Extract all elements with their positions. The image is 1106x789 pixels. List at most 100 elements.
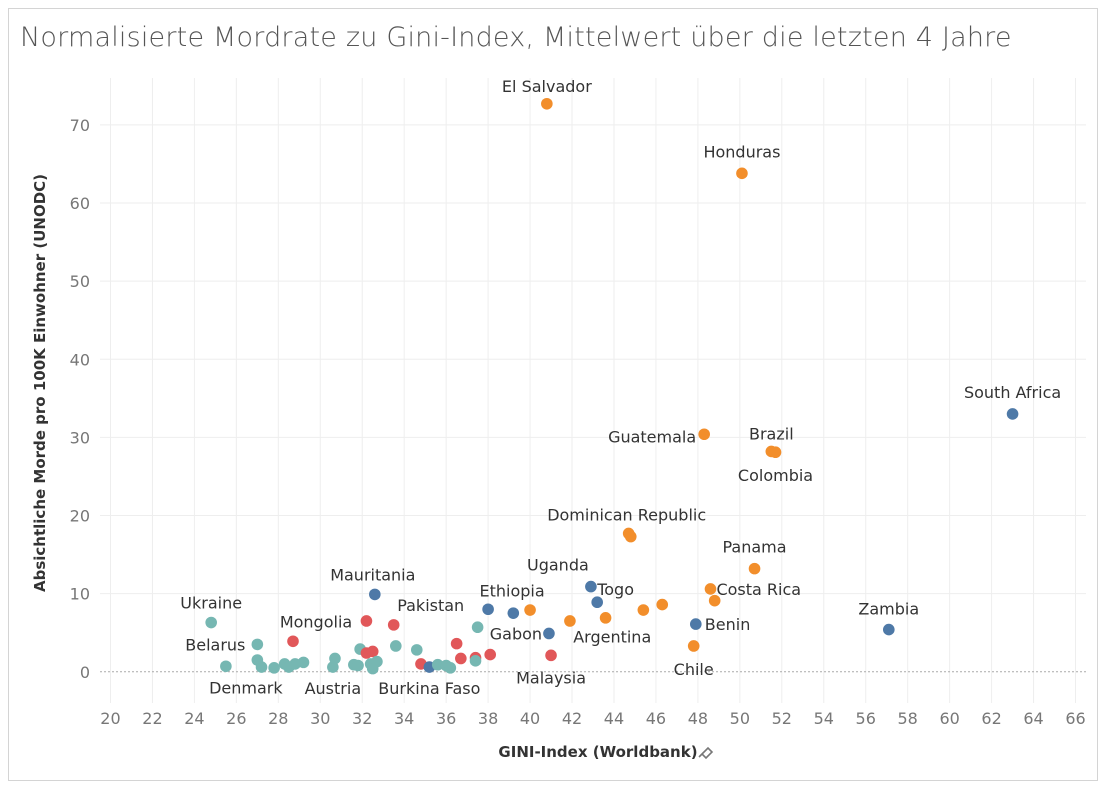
data-point[interactable] [883, 623, 895, 636]
data-point[interactable] [366, 645, 379, 658]
point-label: Chile [674, 660, 714, 679]
data-point[interactable] [541, 97, 553, 110]
data-point[interactable] [698, 428, 710, 441]
point-label: Mauritania [330, 565, 415, 584]
point-label: Burkina Faso [378, 679, 480, 698]
point-label: Zambia [858, 600, 919, 619]
data-point[interactable] [360, 615, 373, 627]
data-point[interactable] [736, 167, 748, 180]
point-label: Dominican Republic [547, 505, 706, 524]
data-point[interactable] [545, 649, 557, 662]
data-point[interactable] [352, 659, 364, 672]
data-point[interactable] [591, 596, 603, 609]
y-tick-label: 0 [80, 663, 90, 682]
x-tick-label: 52 [772, 709, 792, 728]
x-tick-label: 20 [100, 709, 120, 728]
y-tick-label: 60 [70, 194, 90, 213]
pin-icon[interactable] [698, 746, 714, 760]
y-tick-label: 40 [70, 350, 90, 369]
x-tick-label: 50 [730, 709, 750, 728]
data-point[interactable] [255, 661, 268, 673]
x-tick-label: 48 [688, 709, 708, 728]
x-tick-label: 30 [310, 709, 330, 728]
data-point[interactable] [369, 588, 381, 601]
data-point[interactable] [656, 598, 669, 611]
data-point[interactable] [444, 662, 457, 674]
data-point[interactable] [251, 638, 264, 651]
data-point[interactable] [543, 627, 555, 640]
data-point[interactable] [205, 616, 217, 629]
point-label: Uganda [527, 556, 589, 575]
point-label: Ukraine [180, 594, 242, 613]
data-point[interactable] [482, 603, 494, 616]
point-label: Mongolia [280, 612, 352, 631]
data-point[interactable] [297, 656, 310, 669]
data-point[interactable] [564, 615, 576, 627]
y-tick-label: 10 [70, 585, 90, 604]
point-label: Denmark [209, 678, 283, 697]
point-label: Honduras [703, 142, 780, 161]
data-point[interactable] [748, 562, 761, 575]
data-point[interactable] [268, 662, 280, 674]
data-point[interactable] [708, 594, 721, 607]
y-axis-title: Absichtliche Morde pro 100K Einwohner (U… [31, 174, 49, 592]
point-label: El Salvador [502, 77, 592, 96]
data-point[interactable] [689, 618, 702, 630]
data-point[interactable] [455, 652, 467, 665]
x-axis-ticks: 20 22 24 26 28 30 32 34 36 38 40 42 44 46 48 50 52 54 56 58… [100, 709, 1085, 728]
data-point[interactable] [471, 621, 484, 634]
data-point[interactable] [410, 644, 423, 656]
y-axis-ticks: 0 10 20 30 40 50 60 70 [70, 116, 90, 682]
x-tick-label: 66 [1065, 709, 1085, 728]
point-label: Panama [722, 538, 786, 557]
data-point[interactable] [1006, 408, 1019, 420]
data-points[interactable] [205, 97, 1019, 675]
point-label: Ethiopia [480, 581, 545, 600]
data-point[interactable] [769, 446, 782, 459]
point-label: Costa Rica [716, 580, 801, 599]
point-labels: El Salvador Honduras South Africa Guatemala… [180, 77, 1061, 698]
data-point[interactable] [387, 619, 400, 631]
data-point[interactable] [585, 580, 597, 593]
data-point[interactable] [524, 604, 536, 616]
point-label: Malaysia [516, 668, 586, 687]
point-label: Brazil [749, 424, 794, 443]
grid-lines [100, 78, 1086, 703]
data-point[interactable] [450, 637, 463, 650]
data-point[interactable] [484, 648, 497, 661]
data-point[interactable] [329, 652, 341, 665]
point-label: Belarus [185, 635, 245, 654]
data-point[interactable] [469, 655, 482, 667]
x-tick-label: 42 [562, 709, 582, 728]
pin-icon-shape [698, 746, 714, 760]
data-point[interactable] [507, 607, 520, 619]
point-label: South Africa [964, 383, 1061, 402]
data-point[interactable] [624, 530, 637, 543]
data-point[interactable] [431, 658, 444, 671]
x-tick-label: 28 [268, 709, 288, 728]
y-tick-label: 50 [70, 272, 90, 291]
point-label: Togo [596, 580, 634, 599]
x-tick-label: 32 [352, 709, 372, 728]
data-point[interactable] [704, 583, 717, 595]
y-tick-label: 70 [70, 116, 90, 135]
point-label: Guatemala [608, 427, 696, 446]
data-point[interactable] [390, 640, 402, 652]
x-tick-label: 34 [394, 709, 414, 728]
data-point[interactable] [371, 655, 383, 668]
x-tick-label: 26 [226, 709, 246, 728]
point-label: Benin [705, 615, 751, 634]
data-point[interactable] [287, 635, 299, 648]
point-label: Gabon [490, 624, 542, 643]
x-tick-label: 46 [646, 709, 666, 728]
point-label: Austria [305, 679, 362, 698]
data-point[interactable] [599, 612, 612, 624]
x-tick-label: 36 [436, 709, 456, 728]
x-tick-label: 58 [898, 709, 918, 728]
data-point[interactable] [637, 604, 650, 616]
data-point[interactable] [687, 640, 700, 652]
y-tick-label: 20 [70, 507, 90, 526]
data-point[interactable] [220, 660, 232, 673]
y-tick-label: 30 [70, 428, 90, 447]
